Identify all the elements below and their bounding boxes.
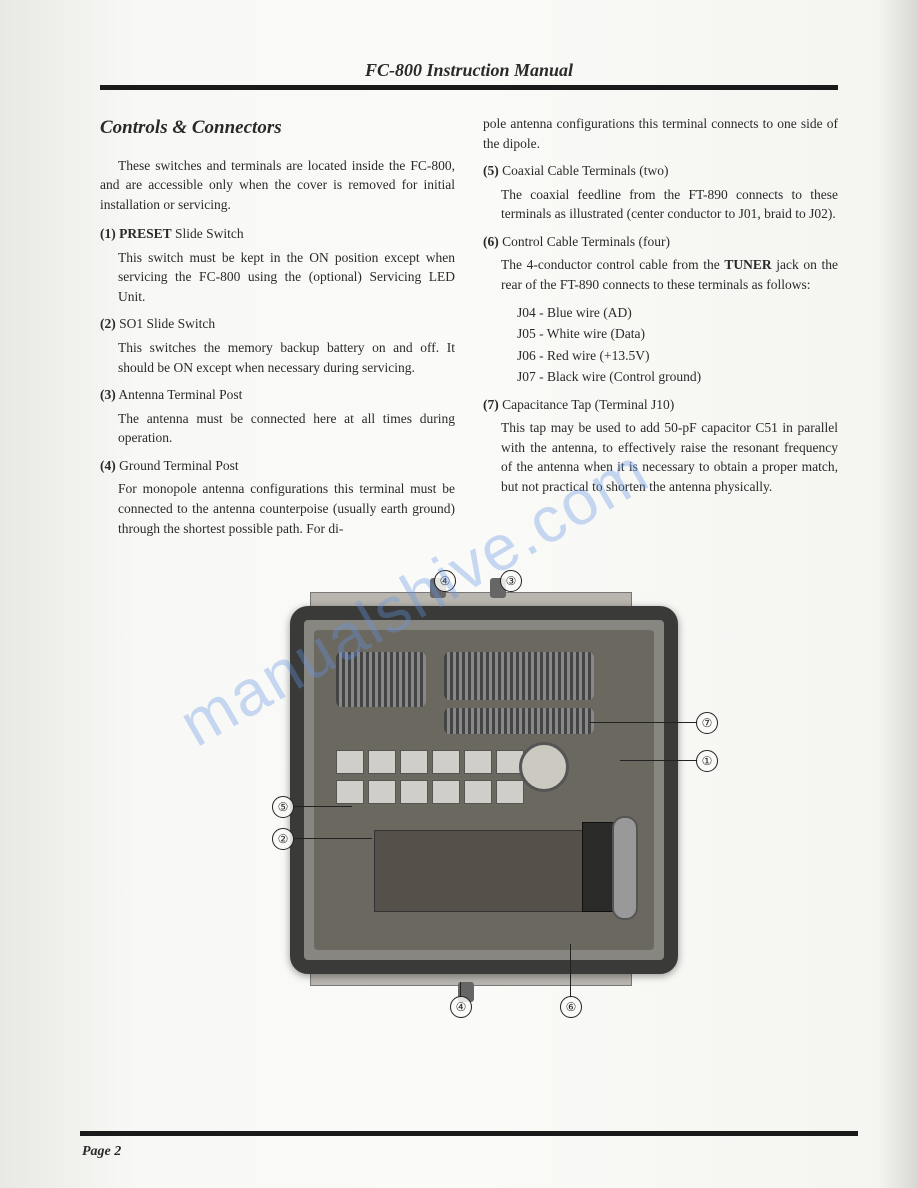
left-column: Controls & Connectors These switches and…	[100, 114, 455, 546]
item-6-body: The 4-conductor control cable from the T…	[501, 255, 838, 294]
item-3-body: The antenna must be connected here at al…	[118, 409, 455, 448]
item-2-label: SO1 Slide Switch	[119, 316, 215, 331]
section-title: Controls & Connectors	[100, 114, 455, 142]
page-curl-shadow	[878, 0, 918, 1188]
item-2-head: (2) SO1 Slide Switch	[100, 314, 455, 334]
two-column-layout: Controls & Connectors These switches and…	[100, 114, 838, 546]
item-4-num: (4)	[100, 458, 116, 473]
callout-line-2	[292, 838, 372, 839]
item-1-head: (1) PRESET Slide Switch	[100, 224, 455, 244]
item-6-pre: The 4-conductor control cable from the	[501, 257, 724, 272]
item-6-num: (6)	[483, 234, 499, 249]
relay	[432, 780, 460, 804]
callout-line-5	[292, 806, 352, 807]
item-5-label: Coaxial Cable Terminals (two)	[502, 163, 668, 178]
item-7-label: Capacitance Tap (Terminal J10)	[502, 397, 674, 412]
callout-4-bottom: ④	[450, 996, 472, 1018]
inductor-coil-3	[444, 708, 594, 734]
item-3-head: (3) Antenna Terminal Post	[100, 385, 455, 405]
wire-j05: J05 - White wire (Data)	[517, 324, 838, 344]
variable-capacitor	[519, 742, 569, 792]
item-1-body: This switch must be kept in the ON posit…	[118, 248, 455, 307]
item-6-bold: TUNER	[724, 257, 771, 272]
relay	[400, 750, 428, 774]
device-figure: ④ ③ ⑦ ① ⑤ ② ④ ⑥	[100, 564, 838, 1014]
col2-continuation: pole antenna configurations this termina…	[483, 114, 838, 153]
item-1-bold: PRESET	[119, 226, 172, 241]
wire-j04: J04 - Blue wire (AD)	[517, 303, 838, 323]
item-7-body: This tap may be used to add 50-pF capaci…	[501, 418, 838, 496]
relay	[368, 780, 396, 804]
item-4-body: For monopole antenna configurations this…	[118, 479, 455, 538]
callout-4-top: ④	[434, 570, 456, 592]
relay	[432, 750, 460, 774]
relay	[368, 750, 396, 774]
callout-line-6	[570, 944, 571, 998]
device-enclosure	[290, 606, 678, 974]
callout-6: ⑥	[560, 996, 582, 1018]
intro-paragraph: These switches and terminals are located…	[100, 156, 455, 215]
main-pcb	[314, 630, 654, 950]
relay	[464, 780, 492, 804]
manual-page: FC-800 Instruction Manual Controls & Con…	[0, 0, 918, 1188]
item-3-num: (3)	[100, 387, 116, 402]
item-6-label: Control Cable Terminals (four)	[502, 234, 670, 249]
callout-2: ②	[272, 828, 294, 850]
relay	[496, 780, 524, 804]
inductor-coil-2	[444, 652, 594, 700]
item-2-num: (2)	[100, 316, 116, 331]
wire-j07: J07 - Black wire (Control ground)	[517, 367, 838, 387]
item-5-head: (5) Coaxial Cable Terminals (two)	[483, 161, 838, 181]
relay	[464, 750, 492, 774]
item-3-label: Antenna Terminal Post	[118, 387, 242, 402]
item-1-label: Slide Switch	[172, 226, 244, 241]
relay	[400, 780, 428, 804]
item-5-body: The coaxial feedline from the FT-890 con…	[501, 185, 838, 224]
terminal-block-6	[612, 816, 638, 920]
relay	[336, 750, 364, 774]
relay	[336, 780, 364, 804]
wire-j06: J06 - Red wire (+13.5V)	[517, 346, 838, 366]
right-column: pole antenna configurations this termina…	[483, 114, 838, 546]
header-rule	[100, 85, 838, 90]
header-title: FC-800 Instruction Manual	[100, 60, 838, 81]
inductor-coil-1	[336, 652, 426, 707]
callout-7: ⑦	[696, 712, 718, 734]
item-2-body: This switches the memory backup battery …	[118, 338, 455, 377]
relay-bank-1	[336, 750, 524, 774]
callout-5: ⑤	[272, 796, 294, 818]
page-number: Page 2	[82, 1144, 121, 1160]
item-7-head: (7) Capacitance Tap (Terminal J10)	[483, 395, 838, 415]
wire-list: J04 - Blue wire (AD) J05 - White wire (D…	[517, 303, 838, 387]
item-4-head: (4) Ground Terminal Post	[100, 456, 455, 476]
callout-line-7	[590, 722, 698, 723]
item-6-head: (6) Control Cable Terminals (four)	[483, 232, 838, 252]
relay-bank-2	[336, 780, 524, 804]
item-7-num: (7)	[483, 397, 499, 412]
item-4-label: Ground Terminal Post	[119, 458, 239, 473]
callout-line-1	[620, 760, 698, 761]
item-1-num: (1)	[100, 226, 116, 241]
callout-3: ③	[500, 570, 522, 592]
callout-1: ①	[696, 750, 718, 772]
item-5-num: (5)	[483, 163, 499, 178]
footer-rule	[80, 1131, 858, 1136]
